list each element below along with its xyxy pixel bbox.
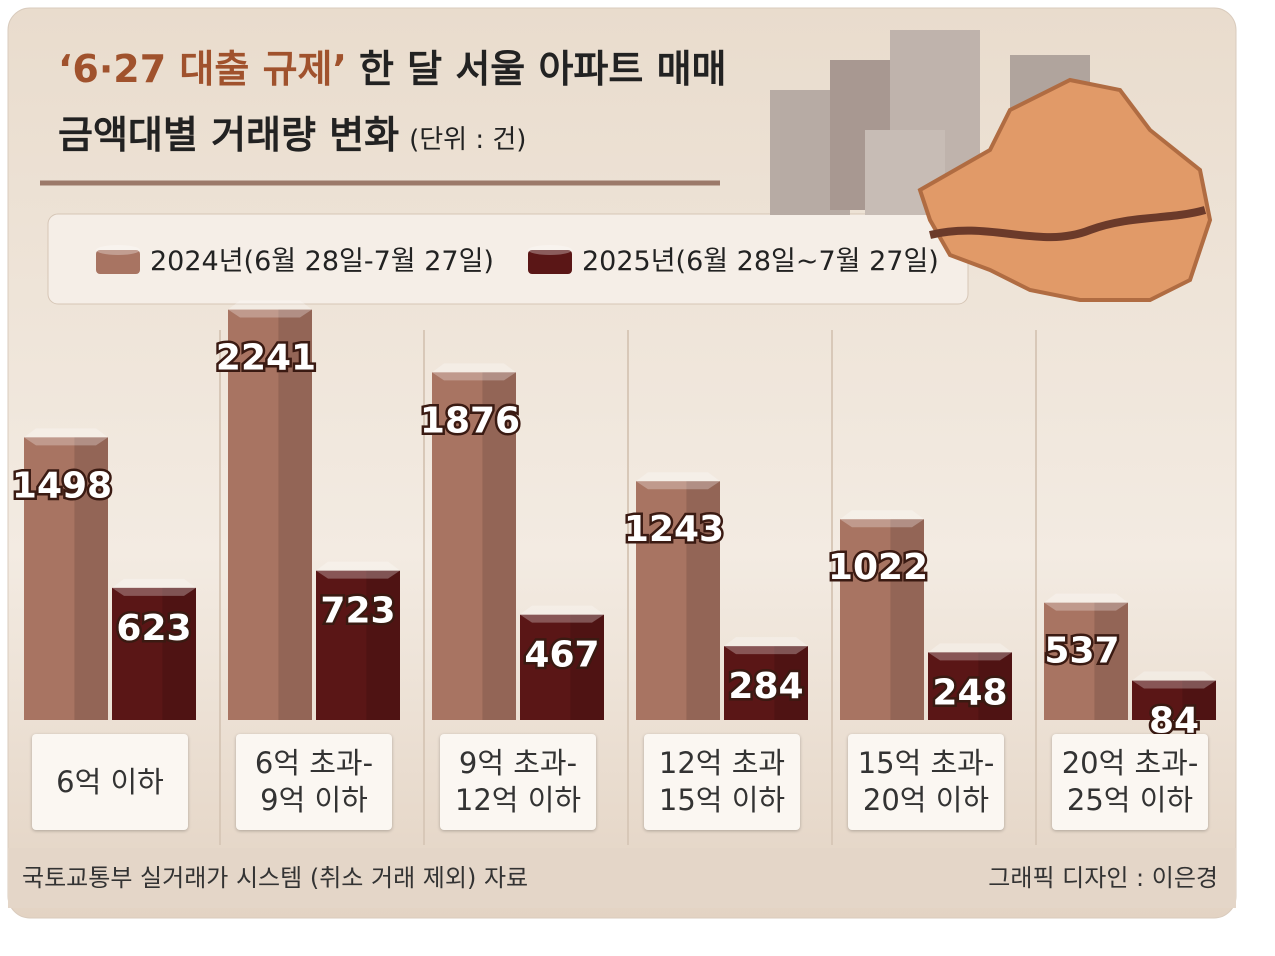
category-label: 6억 이하 [32,734,188,830]
bar [520,605,604,720]
bar-shade [482,372,516,720]
bar [228,300,312,720]
footer-band [8,848,1236,908]
bar-cap [1044,593,1128,611]
category-label: 20억 초과- 25억 이하 [1052,734,1208,830]
title-highlight: ‘6·27 대출 규제’ [58,47,347,91]
bar-cap [228,300,312,318]
bar [24,428,108,720]
legend-swatch [528,250,572,274]
value-label: 467 [524,635,599,676]
bar-cap [316,561,400,579]
bar-body [520,614,604,720]
bar-cap [840,510,924,528]
value-label: 2241 [216,338,316,379]
value-label: 623 [116,608,191,649]
bar-body [724,646,808,720]
bar-body [840,519,924,720]
title: ‘6·27 대출 규제’ 한 달 서울 아파트 매매 [58,47,727,91]
bar-cap [520,605,604,623]
bar [1132,671,1216,720]
bar-cap [432,363,516,381]
bar-shade [570,614,604,720]
bar-body [1044,602,1128,720]
subtitle: 금액대별 거래량 변화 (단위 : 건) [58,113,526,157]
bar [432,363,516,720]
bar-cap [724,637,808,655]
bar-cap [24,428,108,446]
category-label: 6억 초과- 9억 이하 [236,734,392,830]
bar-cap [1132,671,1216,689]
category-label: 12억 초과 15억 이하 [644,734,800,830]
map-illustration [770,30,1213,302]
bar-body [432,372,516,720]
title-rest: 한 달 서울 아파트 매매 [359,47,727,91]
bar-body [228,309,312,720]
value-label: 1498 [12,465,112,506]
bar [112,578,196,720]
category-label: 9억 초과- 12억 이하 [440,734,596,830]
bar-cap [112,578,196,596]
bar-cap [928,643,1012,661]
subtitle-text: 금액대별 거래량 변화 [58,113,399,157]
bar [1044,593,1128,720]
bar-shade [74,437,108,720]
bar-shade [686,481,720,720]
bar-body [1132,680,1216,720]
bar [636,472,720,720]
legend-label: 2024년(6월 28일-7월 27일) [150,246,494,277]
bar-shade [1182,680,1216,720]
bar-shade [978,652,1012,720]
value-label: 1022 [828,547,928,588]
bar [316,561,400,720]
bar-body [316,570,400,720]
bar-shade [162,587,196,720]
category-label: 15억 초과- 20억 이하 [848,734,1004,830]
bar-shade [278,309,312,720]
value-label: 248 [932,672,1007,713]
value-label: 284 [728,666,803,707]
bar-body [928,652,1012,720]
legend-swatch-top [96,245,140,255]
bar-shade [1094,602,1128,720]
bar-shade [774,646,808,720]
bar-body [112,587,196,720]
bar-body [24,437,108,720]
bar [724,637,808,720]
value-label: 537 [1044,631,1119,672]
bar-shade [366,570,400,720]
bar-cap [636,472,720,490]
bar-body [636,481,720,720]
value-label: 1876 [420,400,520,441]
legend-swatch-top [528,245,572,255]
bar [928,643,1012,720]
unit: (단위 : 건) [409,125,526,155]
legend-swatch [96,250,140,274]
source: 국토교통부 실거래가 시스템 (취소 거래 제외) 자료 [22,864,528,892]
credit: 그래픽 디자인 : 이은경 [988,864,1218,892]
value-label: 1243 [624,509,724,550]
value-label: 723 [320,591,395,632]
bar [840,510,924,720]
legend-label: 2025년(6월 28일~7월 27일) [582,246,939,277]
bar-shade [890,519,924,720]
